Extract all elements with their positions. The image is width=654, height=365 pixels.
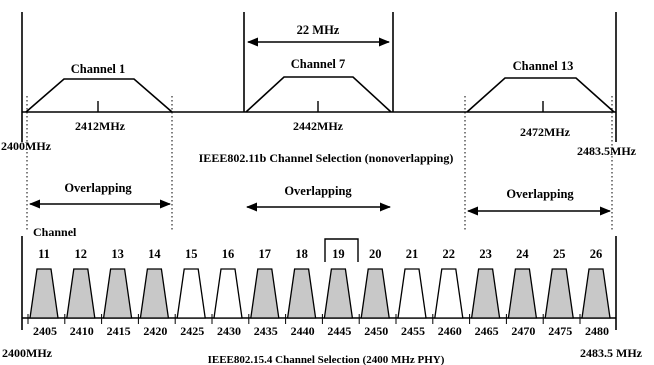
wifi-end-freq: 2483.5MHz: [577, 144, 637, 158]
overlap-section: Overlapping Overlapping Overlapping: [28, 181, 612, 216]
wifi-caption: IEEE802.11b Channel Selection (nonoverla…: [199, 151, 454, 165]
channel-26-number: 26: [590, 247, 603, 261]
channel-heading: Channel: [33, 225, 77, 239]
zigbee-start-freq: 2400MHz: [2, 346, 53, 360]
channel-15-number: 15: [185, 247, 198, 261]
channel-16-mask: [213, 268, 243, 319]
overlap-label-2: Overlapping: [284, 184, 352, 198]
channel-23-mask: [470, 268, 501, 319]
channel-1-label: Channel 1: [71, 62, 126, 76]
channel-23-number: 23: [479, 247, 492, 261]
channel-20-freq: 2450: [364, 324, 388, 338]
channel-1-freq: 2412MHz: [75, 119, 126, 133]
channel-15-mask: [176, 268, 206, 319]
channel-15-freq: 2425: [180, 324, 204, 338]
channel-21-freq: 2455: [401, 324, 425, 338]
channel-7-freq: 2442MHz: [293, 119, 344, 133]
channel-12-mask: [66, 268, 96, 319]
channel-7-mask: [245, 76, 392, 113]
channel-25-mask: [544, 268, 574, 319]
channel-17-freq: 2435: [254, 324, 278, 338]
channel-18-freq: 2440: [291, 324, 315, 338]
overlap-label-3: Overlapping: [506, 187, 574, 201]
channel-18-mask: [286, 268, 317, 319]
zigbee-section: Channel 11240512241013241514242015242516…: [2, 225, 643, 365]
zigbee-caption: IEEE802.15.4 Channel Selection (2400 MHz…: [208, 354, 445, 365]
channel-12-number: 12: [75, 247, 88, 261]
channel-25-freq: 2475: [548, 324, 572, 338]
channel-20-mask: [360, 268, 390, 319]
channel-23-freq: 2465: [475, 324, 499, 338]
channel-16-freq: 2430: [217, 324, 241, 338]
channel-19-freq: 2445: [327, 324, 351, 338]
channel-22-mask: [434, 268, 464, 319]
channel-26-mask: [581, 268, 611, 319]
channel-24-number: 24: [516, 247, 529, 261]
channel-13-freq: 2472MHz: [520, 125, 571, 139]
channel-20-number: 20: [369, 247, 382, 261]
channel-17-number: 17: [259, 247, 272, 261]
channel-25-number: 25: [553, 247, 566, 261]
channel-13-freq: 2415: [107, 324, 131, 338]
zigbee-end-freq: 2483.5 MHz: [580, 346, 643, 360]
channel-14-freq: 2420: [143, 324, 167, 338]
channel-19-mask: [323, 268, 354, 319]
overlap-label-1: Overlapping: [64, 181, 132, 195]
channel-22-freq: 2460: [438, 324, 462, 338]
channel-16-number: 16: [222, 247, 235, 261]
channel-13-mask: [102, 268, 133, 319]
channel-18-number: 18: [295, 247, 308, 261]
channel-13-mask: [466, 77, 615, 113]
channel-13-number: 13: [111, 247, 124, 261]
channel-24-freq: 2470: [511, 324, 535, 338]
zigbee-channels: 1124051224101324151424201524251624301724…: [27, 247, 611, 338]
channel-13-label: Channel 13: [513, 59, 574, 73]
channel-26-freq: 2480: [585, 324, 609, 338]
channel-12-freq: 2410: [70, 324, 94, 338]
wifi-section: 22 MHz Channel 1 2412MHz Channel 7 2442M…: [1, 12, 637, 232]
bandwidth-label: 22 MHz: [297, 23, 340, 37]
channel-11-mask: [29, 268, 59, 319]
channel-7-label: Channel 7: [291, 57, 346, 71]
channel-22-number: 22: [443, 247, 456, 261]
channel-24-mask: [507, 268, 538, 319]
channel-21-number: 21: [406, 247, 419, 261]
channel-17-mask: [250, 268, 280, 319]
channel-19-number: 19: [332, 247, 345, 261]
channel-1-mask: [25, 78, 173, 113]
channel-14-number: 14: [148, 247, 161, 261]
channel-11-freq: 2405: [33, 324, 57, 338]
wifi-start-freq: 2400MHz: [1, 139, 52, 153]
channel-21-mask: [397, 268, 427, 319]
channel-11-number: 11: [38, 247, 50, 261]
channel-14-mask: [139, 268, 170, 319]
channel-19-bracket: [324, 238, 359, 262]
